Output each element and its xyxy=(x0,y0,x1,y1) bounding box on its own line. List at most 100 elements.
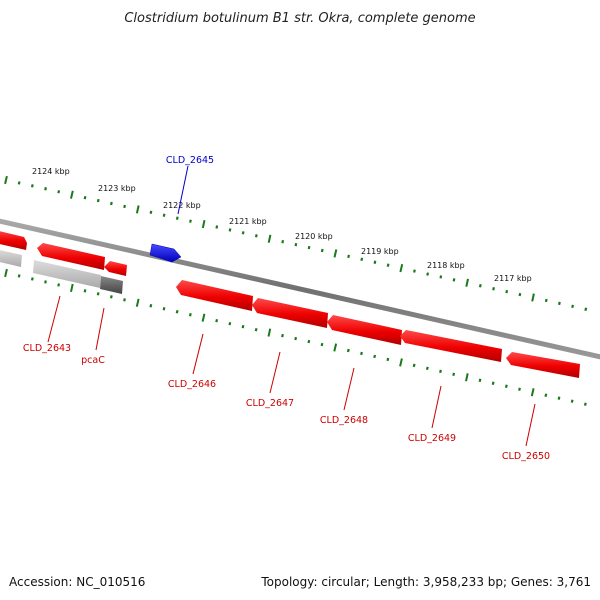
minor-tick xyxy=(544,393,548,397)
major-tick xyxy=(399,358,403,367)
minor-tick xyxy=(30,184,34,188)
scale-label: 2119 kbp xyxy=(361,247,399,256)
gene-arrow[interactable] xyxy=(252,298,328,328)
minor-tick xyxy=(241,231,245,235)
minor-tick xyxy=(557,396,561,400)
gene-left-partial[interactable] xyxy=(0,230,27,250)
gene-gray-partial[interactable] xyxy=(0,249,22,267)
minor-tick xyxy=(254,234,258,238)
minor-tick xyxy=(491,381,495,385)
minor-tick xyxy=(123,204,126,209)
minor-tick xyxy=(307,339,311,344)
minor-tick xyxy=(478,284,482,288)
minor-tick xyxy=(83,289,87,293)
minor-tick xyxy=(571,304,574,309)
gene-arrow[interactable] xyxy=(37,243,105,270)
leader-CLD_2643 xyxy=(47,295,61,343)
label-leaders xyxy=(47,165,536,447)
gene-block[interactable] xyxy=(100,276,123,294)
minor-tick xyxy=(518,292,522,297)
gene-label-CLD_2646[interactable]: CLD_2646 xyxy=(168,379,216,390)
gene-arrow[interactable] xyxy=(400,330,502,362)
gene-arrow[interactable] xyxy=(327,315,402,345)
gene-CLD_2645[interactable] xyxy=(149,243,182,263)
gene-CLD_2648[interactable] xyxy=(327,315,402,345)
minor-tick xyxy=(505,289,509,294)
major-tick xyxy=(267,234,272,243)
minor-tick xyxy=(44,280,47,284)
minor-tick xyxy=(123,298,126,302)
gene-label-CLD_2648[interactable]: CLD_2648 xyxy=(320,415,368,426)
minor-tick xyxy=(149,210,153,215)
gene-label-CLD_2650[interactable]: CLD_2650 xyxy=(502,451,550,462)
minor-tick xyxy=(360,257,364,262)
gene-arrow[interactable] xyxy=(176,280,253,311)
gene-CLD_2647[interactable] xyxy=(252,298,328,328)
minor-tick xyxy=(346,348,350,353)
scale-labels: 2124 kbp 2123 kbp 2122 kbp 2121 kbp 2120… xyxy=(32,167,532,283)
minor-tick xyxy=(360,351,363,356)
minor-tick xyxy=(228,321,232,326)
major-tick xyxy=(4,175,8,185)
minor-tick xyxy=(558,301,561,306)
minor-tick xyxy=(307,245,311,250)
minor-tick xyxy=(228,228,232,232)
minor-tick xyxy=(294,336,298,341)
minor-tick xyxy=(426,272,430,276)
gene-arrow[interactable] xyxy=(0,230,27,250)
scale-label: 2118 kbp xyxy=(427,261,465,270)
minor-tick xyxy=(254,327,258,332)
minor-tick xyxy=(583,402,587,406)
gene-arrow[interactable] xyxy=(506,352,580,378)
gene-label-CLD_2649[interactable]: CLD_2649 xyxy=(408,433,456,444)
major-tick xyxy=(70,190,74,199)
leader-CLD_2645 xyxy=(177,165,189,215)
gene-label-CLD_2645[interactable]: CLD_2645 xyxy=(166,155,214,166)
gene-pcaC[interactable] xyxy=(104,261,127,276)
minor-tick xyxy=(162,307,166,311)
gene-block[interactable] xyxy=(33,260,101,288)
minor-tick xyxy=(17,274,21,278)
major-tick xyxy=(4,268,8,278)
minor-tick xyxy=(189,219,192,223)
leader-CLD_2648 xyxy=(343,367,355,411)
major-tick xyxy=(333,343,338,352)
gene-label-pcaC[interactable]: pcaC xyxy=(81,355,105,366)
minor-tick xyxy=(373,354,377,359)
minor-tick xyxy=(504,384,508,388)
gene-dark-gray[interactable] xyxy=(100,276,123,294)
minor-tick xyxy=(175,310,179,314)
scale-label: 2121 kbp xyxy=(229,217,267,226)
gene-arrow[interactable] xyxy=(104,261,127,276)
accession-text: Accession: NC_010516 xyxy=(9,575,145,589)
minor-tick xyxy=(96,292,100,296)
topology-text: Topology: circular; Length: 3,958,233 bp… xyxy=(260,575,591,589)
minor-tick xyxy=(294,242,298,247)
gene-CLD_2650[interactable] xyxy=(506,352,580,378)
minor-tick xyxy=(386,263,390,267)
gene-gray[interactable] xyxy=(33,260,101,288)
minor-tick xyxy=(544,298,548,303)
minor-tick xyxy=(96,198,100,203)
gene-block[interactable] xyxy=(0,249,22,267)
minor-tick xyxy=(373,260,377,264)
major-tick xyxy=(465,278,469,287)
gene-label-CLD_2647[interactable]: CLD_2647 xyxy=(246,398,294,409)
minor-tick xyxy=(439,369,442,374)
minor-tick xyxy=(570,399,574,403)
minor-tick xyxy=(584,307,588,311)
gene-CLD_2646[interactable] xyxy=(176,280,253,311)
minor-tick xyxy=(281,333,284,338)
gene-CLD_2643[interactable] xyxy=(37,243,105,270)
scale-label: 2117 kbp xyxy=(494,274,532,283)
gene-label-CLD_2643[interactable]: CLD_2643 xyxy=(23,343,71,354)
minor-tick xyxy=(162,213,166,217)
scale-label: 2120 kbp xyxy=(295,232,333,241)
gene-arrow[interactable] xyxy=(149,243,182,263)
major-tick xyxy=(267,328,272,337)
minor-tick xyxy=(241,324,245,329)
gene-CLD_2649[interactable] xyxy=(400,330,502,362)
gene-labels: CLD_2645 CLD_2643 pcaC CLD_2646 CLD_2647… xyxy=(23,155,550,462)
major-tick xyxy=(201,313,206,322)
map-title: Clostridium botulinum B1 str. Okra, comp… xyxy=(124,11,475,26)
